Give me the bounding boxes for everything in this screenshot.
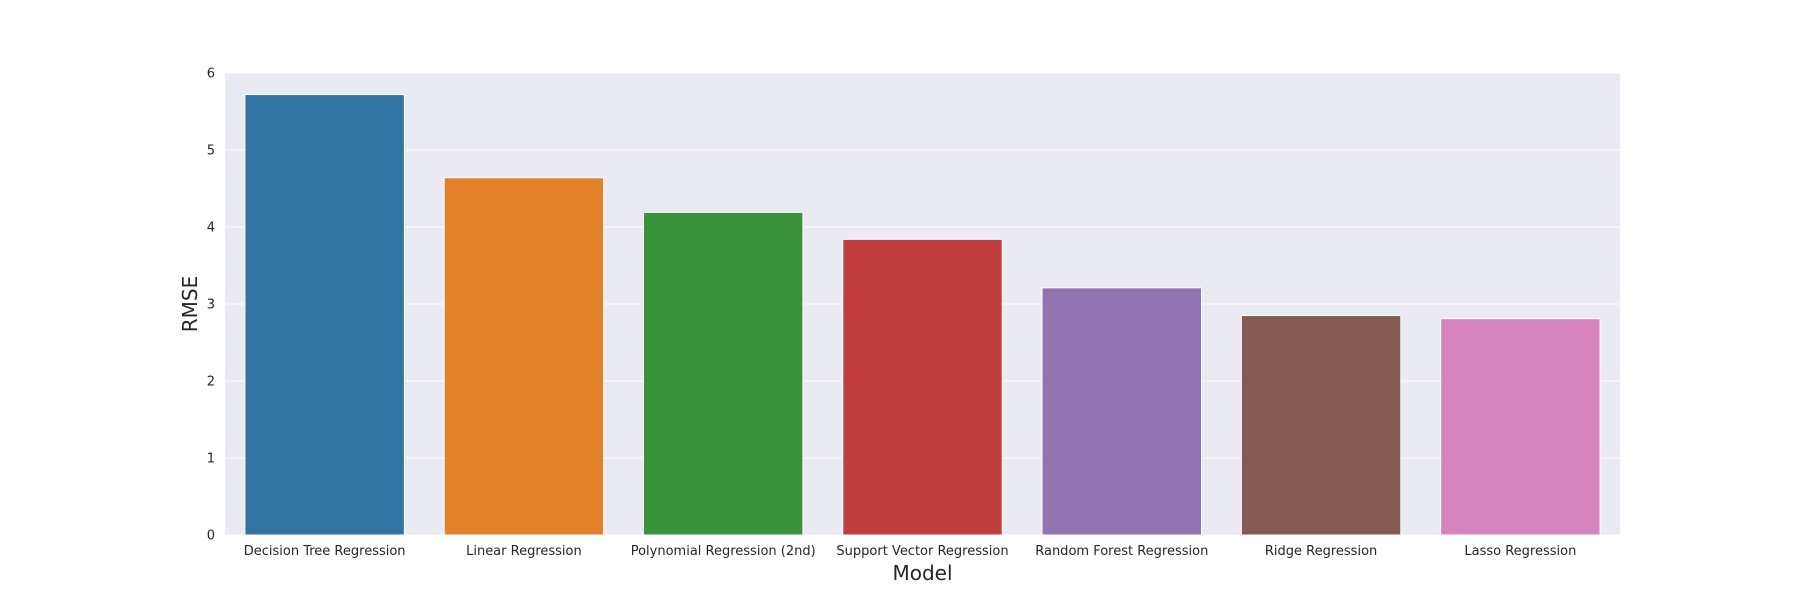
x-tick-label: Linear Regression [466,544,582,559]
x-tick-label: Support Vector Regression [836,544,1008,559]
y-tick-label: 4 [207,221,215,236]
x-axis-title: Model [892,561,952,585]
y-tick-labels: 0 1 2 3 4 5 6 [207,67,215,544]
y-tick-label: 3 [207,298,215,313]
bar [643,211,804,536]
bar [1440,318,1601,536]
x-tick-label: Random Forest Regression [1035,544,1208,559]
y-tick-label: 1 [207,452,215,467]
x-tick-label: Polynomial Regression (2nd) [631,544,816,559]
y-tick-label: 0 [207,529,215,544]
y-tick-label: 6 [207,67,215,82]
bar [443,177,605,536]
bar [842,238,1003,536]
bar [1041,287,1202,536]
x-tick-label: Lasso Regression [1464,544,1576,559]
x-tick-label: Ridge Regression [1265,544,1377,559]
bar [1240,315,1402,536]
y-axis-title: RMSE [178,276,202,332]
y-tick-label: 5 [207,144,215,159]
bars [244,94,1601,536]
x-tick-label: Decision Tree Regression [244,544,406,559]
bar [244,94,405,536]
x-tick-labels: Decision Tree Regression Linear Regressio… [244,544,1577,559]
y-tick-label: 2 [207,375,215,390]
